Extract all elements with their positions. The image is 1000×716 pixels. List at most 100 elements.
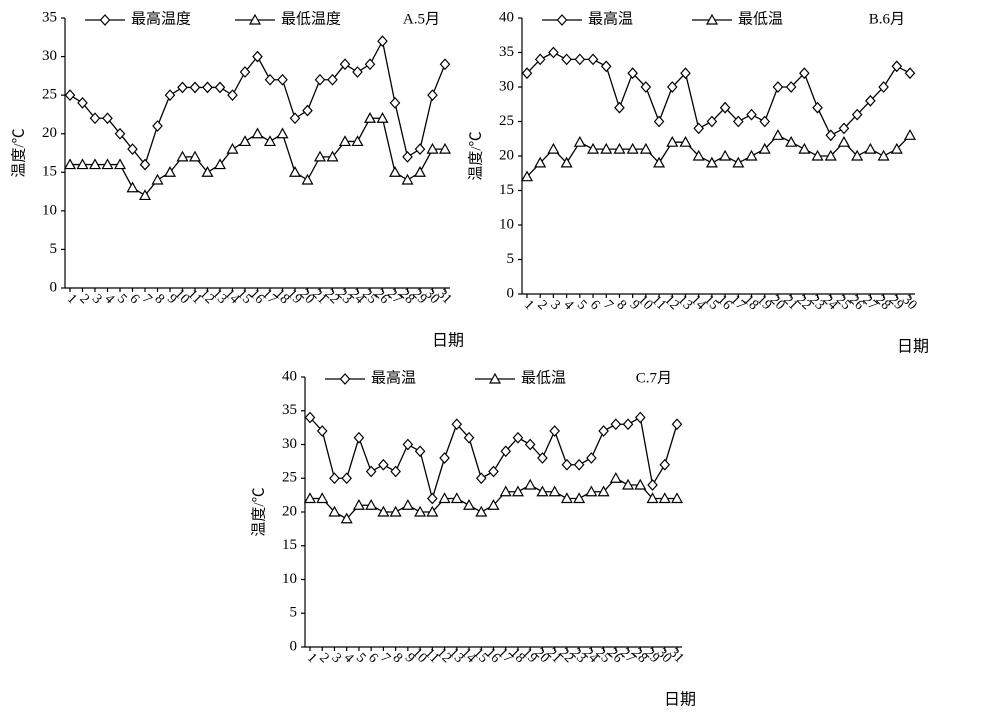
marker-triangle bbox=[548, 485, 561, 497]
marker-triangle bbox=[585, 485, 598, 497]
marker-diamond bbox=[239, 66, 251, 78]
marker-triangle bbox=[626, 142, 639, 154]
marker-triangle bbox=[303, 492, 317, 504]
marker-triangle bbox=[313, 150, 327, 162]
marker-triangle bbox=[903, 129, 917, 140]
marker-triangle bbox=[811, 149, 824, 161]
marker-triangle bbox=[622, 478, 635, 490]
marker-triangle bbox=[365, 499, 378, 510]
marker-triangle bbox=[426, 505, 439, 517]
marker-triangle bbox=[352, 499, 365, 510]
marker-triangle bbox=[487, 499, 500, 510]
y-tick-label: 10 bbox=[499, 216, 514, 232]
marker-triangle bbox=[536, 485, 549, 497]
marker-diamond bbox=[402, 438, 414, 451]
marker-diamond bbox=[289, 112, 301, 125]
marker-triangle bbox=[877, 149, 890, 161]
marker-diamond bbox=[89, 112, 101, 125]
y-tick-label: 30 bbox=[42, 48, 57, 64]
marker-diamond bbox=[339, 373, 351, 385]
x-tick-label: 8 bbox=[390, 651, 406, 667]
x-tick-label: 30 bbox=[899, 293, 920, 314]
marker-diamond bbox=[127, 143, 138, 156]
y-tick-label: 25 bbox=[282, 470, 297, 486]
marker-diamond bbox=[304, 411, 316, 424]
marker-triangle bbox=[679, 135, 692, 147]
marker-diamond bbox=[561, 458, 573, 471]
marker-diamond bbox=[427, 492, 438, 505]
y-tick-label: 0 bbox=[290, 638, 298, 654]
marker-diamond bbox=[865, 94, 876, 107]
x-tick-label: 3 bbox=[89, 292, 105, 308]
legend-label: 最低温 bbox=[738, 10, 783, 27]
marker-triangle bbox=[488, 372, 502, 384]
marker-diamond bbox=[537, 452, 548, 464]
marker-triangle bbox=[600, 142, 613, 154]
marker-diamond bbox=[521, 67, 533, 80]
marker-diamond bbox=[427, 89, 438, 102]
marker-diamond bbox=[316, 425, 328, 437]
marker-diamond bbox=[627, 67, 638, 80]
marker-diamond bbox=[640, 81, 652, 93]
marker-diamond bbox=[214, 81, 226, 94]
series-line bbox=[526, 134, 911, 178]
marker-triangle bbox=[338, 135, 352, 147]
marker-triangle bbox=[328, 505, 341, 517]
marker-triangle bbox=[263, 135, 277, 147]
marker-diamond bbox=[364, 58, 376, 71]
marker-diamond bbox=[414, 143, 426, 156]
marker-triangle bbox=[613, 142, 626, 154]
y-tick-label: 10 bbox=[42, 202, 57, 218]
marker-diamond bbox=[622, 418, 634, 431]
marker-triangle bbox=[732, 156, 745, 168]
marker-diamond bbox=[825, 129, 837, 142]
marker-triangle bbox=[658, 492, 671, 504]
marker-triangle bbox=[634, 478, 647, 490]
marker-diamond bbox=[573, 458, 585, 471]
marker-diamond bbox=[812, 101, 823, 114]
y-tick-label: 15 bbox=[42, 164, 57, 180]
marker-diamond bbox=[177, 81, 188, 94]
marker-diamond bbox=[488, 465, 499, 478]
series-line bbox=[310, 477, 677, 520]
marker-diamond bbox=[277, 73, 288, 86]
y-tick-label: 15 bbox=[282, 537, 297, 553]
marker-diamond bbox=[114, 127, 126, 140]
marker-diamond bbox=[647, 479, 658, 491]
marker-diamond bbox=[500, 445, 512, 458]
y-tick-label: 40 bbox=[282, 368, 297, 384]
marker-triangle bbox=[573, 492, 586, 504]
marker-triangle bbox=[413, 166, 427, 177]
marker-diamond bbox=[189, 81, 201, 94]
marker-diamond bbox=[252, 50, 263, 63]
x-tick-label: 3 bbox=[328, 651, 344, 667]
x-tick-label: 7 bbox=[377, 651, 393, 667]
x-tick-label: 2 bbox=[534, 298, 550, 314]
y-tick-label: 25 bbox=[42, 87, 57, 103]
y-tick-label: 30 bbox=[499, 78, 514, 94]
y-tick-label: 25 bbox=[499, 113, 514, 129]
series-line bbox=[309, 416, 678, 501]
marker-diamond bbox=[693, 122, 704, 135]
marker-diamond bbox=[634, 411, 646, 424]
marker-diamond bbox=[904, 67, 916, 80]
marker-diamond bbox=[475, 472, 487, 485]
marker-triangle bbox=[201, 166, 214, 177]
marker-triangle bbox=[463, 499, 476, 510]
legend-label: 最高温 bbox=[371, 369, 416, 386]
marker-diamond bbox=[353, 431, 365, 444]
marker-triangle bbox=[113, 158, 127, 170]
marker-triangle bbox=[824, 149, 837, 161]
x-tick-label: 7 bbox=[600, 298, 616, 314]
marker-diamond bbox=[389, 96, 401, 109]
y-tick-label: 20 bbox=[42, 125, 57, 141]
x-tick-label: 6 bbox=[126, 292, 142, 308]
y-axis-label: 温度/℃ bbox=[467, 131, 484, 180]
x-axis-label: 日期 bbox=[664, 691, 696, 709]
marker-triangle bbox=[288, 166, 302, 177]
legend-label: 最高温度 bbox=[131, 10, 191, 27]
x-tick-label: 6 bbox=[587, 298, 603, 314]
marker-triangle bbox=[238, 135, 252, 147]
marker-diamond bbox=[378, 458, 389, 471]
marker-diamond bbox=[77, 96, 88, 109]
